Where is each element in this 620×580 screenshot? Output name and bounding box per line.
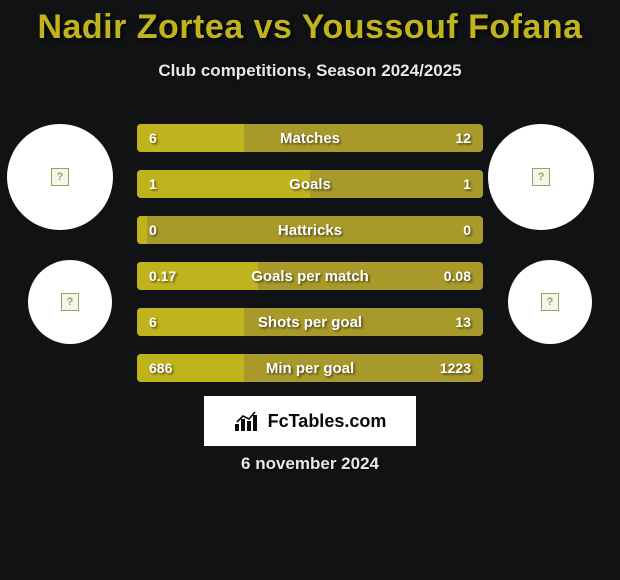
stat-value-right: 0 xyxy=(463,216,471,244)
team1-avatar xyxy=(28,260,112,344)
stat-value-left: 686 xyxy=(149,354,172,382)
stat-value-left: 1 xyxy=(149,170,157,198)
stat-bar-track xyxy=(137,216,483,244)
stat-value-right: 1 xyxy=(463,170,471,198)
image-placeholder-icon xyxy=(532,168,550,186)
image-placeholder-icon xyxy=(51,168,69,186)
image-placeholder-icon xyxy=(61,293,79,311)
stat-value-left: 0.17 xyxy=(149,262,176,290)
stat-bar-fill xyxy=(137,170,310,198)
player2-avatar xyxy=(488,124,594,230)
stat-value-right: 12 xyxy=(455,124,471,152)
stat-value-left: 6 xyxy=(149,124,157,152)
stat-value-left: 6 xyxy=(149,308,157,336)
team2-avatar xyxy=(508,260,592,344)
brand-badge: FcTables.com xyxy=(204,396,416,446)
stat-row: 00Hattricks xyxy=(137,216,483,244)
stat-bar-fill xyxy=(137,216,147,244)
stat-row: 0.170.08Goals per match xyxy=(137,262,483,290)
subtitle: Club competitions, Season 2024/2025 xyxy=(0,61,620,81)
brand-logo-icon xyxy=(234,410,262,432)
stat-row: 613Shots per goal xyxy=(137,308,483,336)
stat-value-left: 0 xyxy=(149,216,157,244)
stat-value-right: 1223 xyxy=(440,354,471,382)
player1-avatar xyxy=(7,124,113,230)
stat-value-right: 0.08 xyxy=(444,262,471,290)
stat-row: 612Matches xyxy=(137,124,483,152)
date-text: 6 november 2024 xyxy=(0,454,620,474)
stat-row: 11Goals xyxy=(137,170,483,198)
stat-row: 6861223Min per goal xyxy=(137,354,483,382)
stat-value-right: 13 xyxy=(455,308,471,336)
image-placeholder-icon xyxy=(541,293,559,311)
comparison-chart: 612Matches11Goals00Hattricks0.170.08Goal… xyxy=(137,124,483,400)
page-title: Nadir Zortea vs Youssouf Fofana xyxy=(0,0,620,47)
brand-text: FcTables.com xyxy=(268,411,387,432)
